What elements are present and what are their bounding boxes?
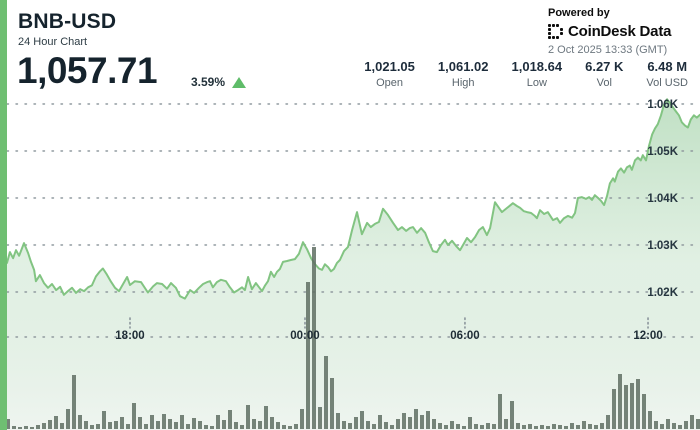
svg-text:18:00: 18:00 <box>115 330 144 342</box>
stats-row: 1,021.05 Open 1,061.02 High 1,018.64 Low… <box>364 59 688 89</box>
powered-by-label: Powered by <box>548 7 610 19</box>
svg-text:1.02K: 1.02K <box>647 287 678 299</box>
svg-text:1.04K: 1.04K <box>647 193 678 205</box>
page-title: BNB-USD <box>18 10 117 33</box>
stat-vol: 6.27 K Vol <box>585 59 623 89</box>
stat-vol-usd-label: Vol USD <box>646 77 688 89</box>
current-price: 1,057.71 <box>17 50 158 91</box>
brand-name: CoinDesk Data <box>568 23 672 40</box>
coindesk-logo-icon <box>548 24 563 39</box>
brand-block: Powered by CoinDesk Data 2 Oct 2025 13:3… <box>548 7 688 56</box>
stat-high-label: High <box>451 77 475 89</box>
stat-high: 1,061.02 High <box>438 59 489 89</box>
timestamp: 2 Oct 2025 13:33 (GMT) <box>548 44 668 56</box>
price-change: 3.59% <box>191 75 247 89</box>
coindesk-brand[interactable]: CoinDesk Data <box>548 23 688 40</box>
stat-low-label: Low <box>526 77 547 89</box>
stat-high-value: 1,061.02 <box>437 59 489 74</box>
stat-vol-usd-value: 6.48 M <box>647 59 688 74</box>
stat-open-value: 1,021.05 <box>364 59 415 74</box>
stat-vol-value: 6.27 K <box>585 59 624 74</box>
stat-open: 1,021.05 Open <box>364 59 415 89</box>
svg-text:1.03K: 1.03K <box>647 240 678 252</box>
arrow-up-icon <box>232 76 247 88</box>
change-percent: 3.59% <box>191 75 226 89</box>
stat-open-label: Open <box>376 77 404 89</box>
svg-text:12:00: 12:00 <box>633 330 662 342</box>
stat-vol-usd: 6.48 M Vol USD <box>646 59 688 89</box>
svg-text:1.06K: 1.06K <box>647 99 678 111</box>
svg-text:06:00: 06:00 <box>450 330 479 342</box>
stat-low: 1,018.64 Low <box>512 59 563 89</box>
stat-low-value: 1,018.64 <box>511 59 563 74</box>
left-accent-bar <box>0 0 7 430</box>
stat-vol-label: Vol <box>596 77 612 89</box>
svg-text:00:00: 00:00 <box>290 330 319 342</box>
chart-subtitle: 24 Hour Chart <box>18 36 88 48</box>
svg-text:1.05K: 1.05K <box>647 146 678 158</box>
